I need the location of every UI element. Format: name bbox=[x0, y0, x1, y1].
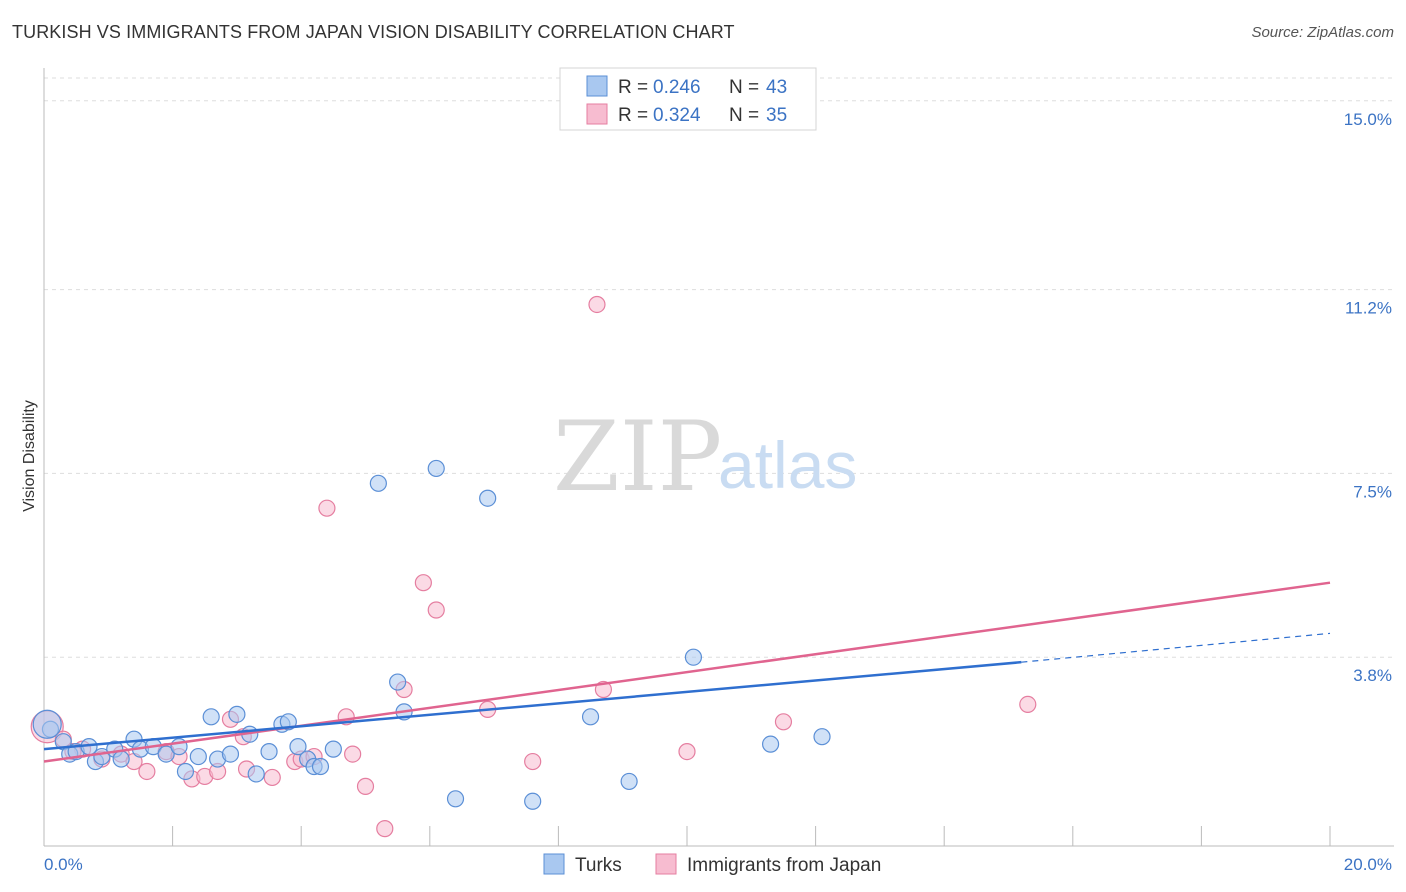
japan-point bbox=[318, 499, 336, 517]
y-axis-title: Vision Disability bbox=[21, 400, 38, 512]
correlation-legend: R = 0.246 N = 43 R = 0.324 N = 35 bbox=[559, 67, 817, 131]
turks-trend-extension bbox=[1021, 632, 1331, 663]
turks-point bbox=[289, 738, 307, 756]
y-tick-label: 3.8% bbox=[1353, 666, 1392, 685]
bottom-legend-swatch-japan bbox=[655, 853, 677, 875]
turks-point bbox=[189, 747, 207, 766]
y-tick-label: 15.0% bbox=[1344, 110, 1392, 129]
turks-point bbox=[112, 750, 130, 768]
bottom-legend-swatch-turks bbox=[543, 853, 565, 875]
legend-n-label: N = bbox=[729, 77, 759, 98]
legend-r-value: 0.324 bbox=[653, 105, 701, 126]
turks-trend-line bbox=[43, 660, 1022, 751]
turks-point bbox=[581, 708, 600, 726]
turks-point bbox=[260, 743, 278, 761]
legend-swatch-japan bbox=[586, 103, 608, 125]
y-tick-label: 11.2% bbox=[1345, 299, 1392, 318]
turks-point bbox=[32, 709, 62, 739]
japan-point bbox=[138, 762, 156, 781]
japan-point bbox=[376, 820, 394, 838]
turks-point bbox=[761, 735, 780, 753]
turks-point bbox=[479, 489, 497, 507]
series-turks-points bbox=[32, 459, 831, 810]
turks-point bbox=[369, 474, 387, 492]
trend-lines bbox=[43, 581, 1331, 763]
series-japan-points bbox=[30, 295, 1037, 838]
legend-r-value: 0.246 bbox=[653, 77, 701, 98]
japan-trend-line bbox=[43, 581, 1331, 763]
japan-point bbox=[524, 752, 542, 771]
turks-point bbox=[228, 705, 246, 723]
legend-n-value: 43 bbox=[766, 77, 787, 98]
x-tick-label-max: 20.0% bbox=[1344, 855, 1392, 874]
turks-point bbox=[202, 708, 220, 726]
turks-point bbox=[176, 762, 195, 781]
turks-point bbox=[813, 728, 831, 746]
turks-point bbox=[389, 673, 407, 691]
turks-point bbox=[221, 745, 240, 763]
bottom-legend-label-turks: Turks bbox=[575, 855, 622, 876]
turks-point bbox=[446, 790, 465, 808]
turks-point bbox=[311, 757, 330, 776]
legend-n-value: 35 bbox=[766, 105, 787, 126]
source-credit: Source: ZipAtlas.com bbox=[1251, 24, 1394, 41]
japan-point bbox=[263, 768, 281, 787]
watermark: ZIP atlas bbox=[553, 401, 857, 513]
bottom-legend-label-japan: Immigrants from Japan bbox=[687, 855, 881, 876]
series-legend: Turks Immigrants from Japan bbox=[543, 853, 881, 876]
japan-point bbox=[588, 295, 606, 314]
japan-point bbox=[414, 574, 432, 592]
legend-r-label: R = bbox=[618, 105, 648, 126]
watermark-atlas: atlas bbox=[718, 428, 857, 502]
japan-point bbox=[427, 601, 445, 619]
legend-swatch-turks bbox=[586, 75, 608, 97]
x-axis-ticks bbox=[43, 826, 1331, 846]
turks-point bbox=[247, 765, 265, 783]
japan-point bbox=[344, 745, 362, 763]
y-tick-label: 7.5% bbox=[1353, 482, 1392, 501]
turks-point bbox=[684, 648, 703, 666]
turks-point bbox=[620, 772, 638, 791]
grid-lines bbox=[44, 77, 1394, 658]
japan-point bbox=[678, 743, 696, 761]
chart-title: TURKISH VS IMMIGRANTS FROM JAPAN VISION … bbox=[12, 22, 735, 42]
japan-point bbox=[356, 777, 375, 795]
japan-point bbox=[774, 713, 793, 731]
legend-r-label: R = bbox=[618, 77, 648, 98]
x-tick-label-min: 0.0% bbox=[44, 855, 83, 874]
turks-point bbox=[157, 745, 175, 763]
turks-point bbox=[427, 459, 445, 478]
watermark-zip: ZIP bbox=[553, 401, 722, 513]
japan-point bbox=[1019, 695, 1037, 714]
y-axis-tick-labels: 3.8% 7.5% 11.2% 15.0% bbox=[1344, 110, 1392, 685]
turks-point bbox=[324, 740, 342, 758]
legend-n-label: N = bbox=[729, 105, 759, 126]
turks-point bbox=[524, 792, 542, 810]
